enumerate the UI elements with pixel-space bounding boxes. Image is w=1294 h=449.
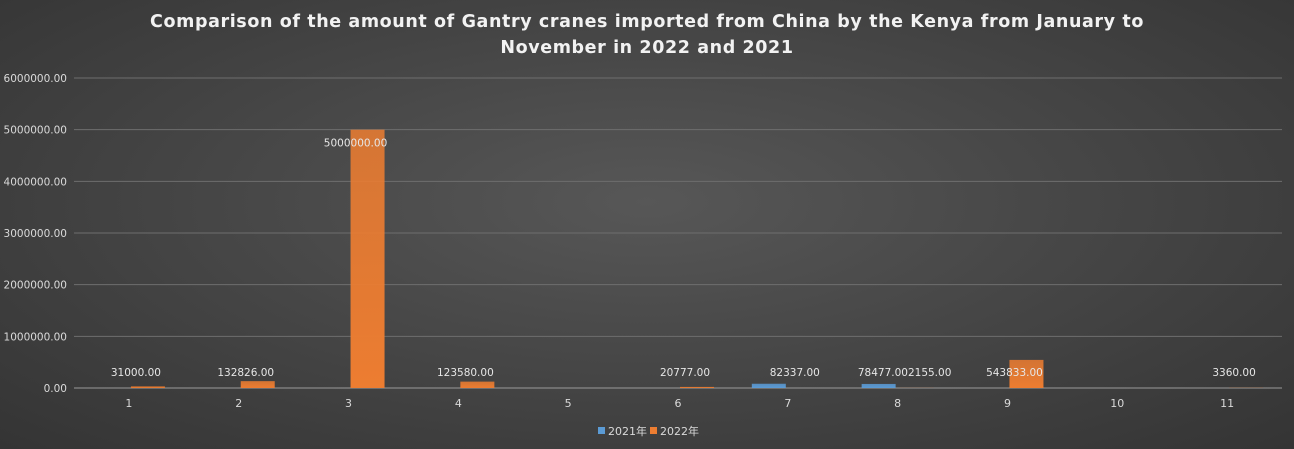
legend-swatch-2022 (650, 427, 657, 434)
bar-2021-month-7 (751, 383, 786, 388)
legend-label: 2021年 (608, 424, 647, 438)
legend-label: 2022年 (660, 424, 699, 438)
y-tick-label: 0.00 (44, 383, 67, 395)
x-tick-label: 5 (565, 397, 572, 410)
x-tick-label: 1 (125, 397, 132, 410)
data-label: 31000.00 (111, 367, 161, 379)
y-tick-label: 3000000.00 (4, 228, 67, 240)
x-tick-label: 6 (675, 397, 682, 410)
x-tick-label: 9 (1004, 397, 1011, 410)
x-tick-label: 3 (345, 397, 352, 410)
data-label: 5000000.00 (324, 138, 387, 150)
y-tick-label: 2000000.00 (4, 280, 67, 292)
bar-2022-month-2 (240, 381, 275, 388)
chart-title-line-1: Comparison of the amount of Gantry crane… (150, 12, 1144, 32)
y-axis-ticks: 0.00 1000000.00 2000000.00 3000000.00 400000… (4, 73, 67, 395)
bar-2022-month-1 (130, 386, 165, 388)
x-axis-ticks: 1 2 3 4 5 6 7 8 9 10 11 (125, 397, 1234, 410)
data-label: 78477.002155.00 (858, 367, 952, 379)
data-label: 20777.00 (660, 367, 710, 379)
x-tick-label: 8 (894, 397, 901, 410)
data-labels: 31000.00 132826.00 5000000.00 123580.00 2077… (111, 138, 1256, 379)
bar-2022-month-4 (460, 381, 495, 388)
data-label: 543833.00 (986, 367, 1043, 379)
legend: 2021年 2022年 (598, 424, 699, 438)
data-label: 3360.00 (1212, 367, 1255, 379)
y-tick-label: 5000000.00 (4, 125, 67, 137)
bars (130, 129, 1264, 388)
y-tick-label: 6000000.00 (4, 73, 67, 85)
bar-2021-month-8 (861, 383, 896, 388)
x-tick-label: 4 (455, 397, 462, 410)
y-tick-label: 1000000.00 (4, 331, 67, 343)
x-tick-label: 10 (1110, 397, 1124, 410)
data-label: 123580.00 (437, 367, 494, 379)
legend-swatch-2021 (598, 427, 605, 434)
bar-2022-month-6 (680, 386, 714, 388)
x-tick-label: 7 (784, 397, 791, 410)
x-tick-label: 11 (1220, 397, 1234, 410)
bar-2022-month-3 (350, 129, 385, 388)
x-tick-label: 2 (235, 397, 242, 410)
y-tick-label: 4000000.00 (4, 176, 67, 188)
chart-title-line-2: November in 2022 and 2021 (500, 38, 793, 58)
data-label: 82337.00 (770, 367, 820, 379)
gridlines (74, 77, 1282, 389)
bar-2022-month-9 (1009, 359, 1044, 388)
data-label: 132826.00 (217, 367, 274, 379)
